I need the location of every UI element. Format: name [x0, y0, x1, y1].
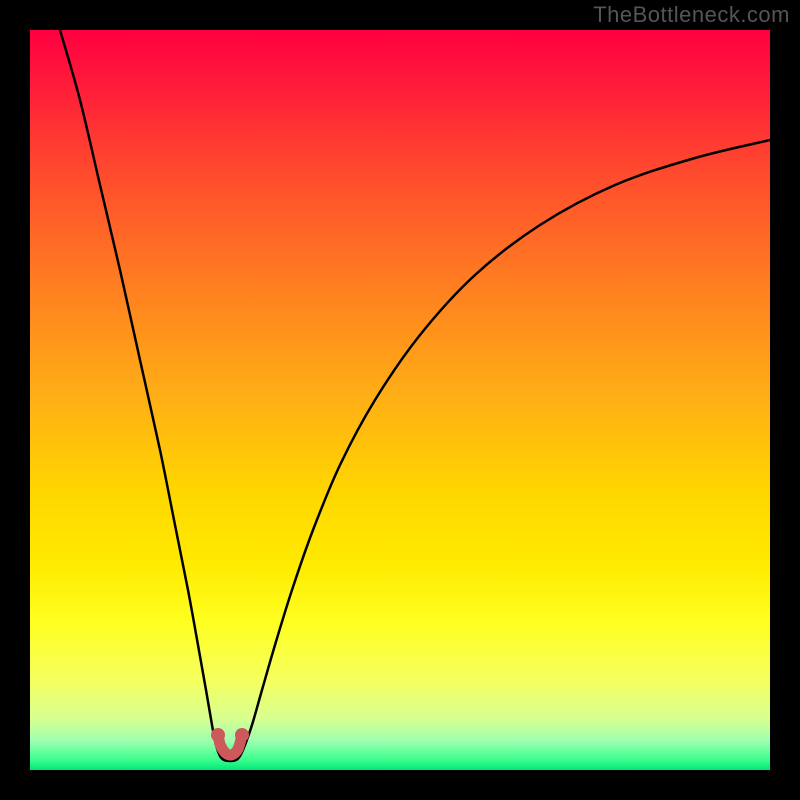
bottleneck-curve-chart: [30, 30, 770, 770]
watermark-text: TheBottleneck.com: [593, 2, 790, 28]
highlight-markers: [30, 30, 770, 770]
